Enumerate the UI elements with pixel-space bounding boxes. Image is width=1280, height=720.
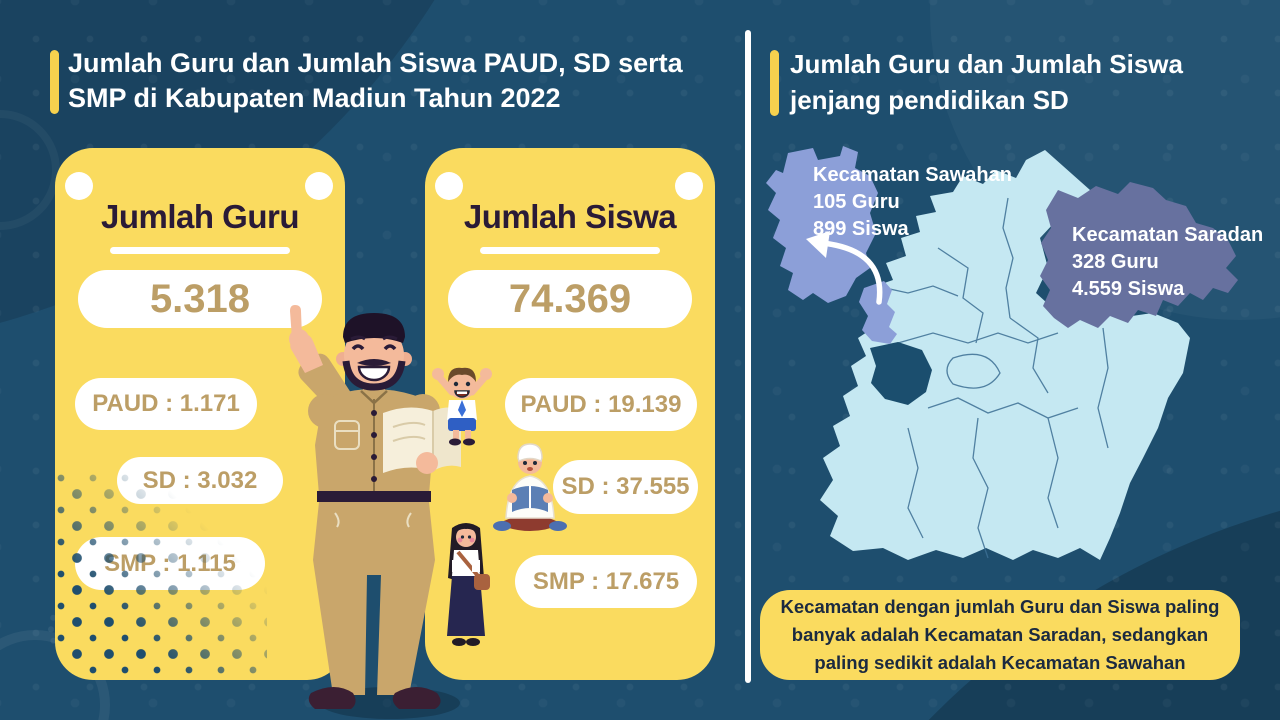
card-jumlah-guru: Jumlah Guru 5.318 PAUD : 1.171 SD : 3.03…	[55, 148, 345, 680]
paud-student-illustration	[432, 367, 492, 446]
sawahan-guru: 105 Guru	[813, 191, 900, 213]
right-section-title: Jumlah Guru dan Jumlah Siswa jenjang pen…	[790, 46, 1260, 118]
conclusion-note-box: Kecamatan dengan jumlah Guru dan Siswa p…	[760, 590, 1240, 680]
card-title-underline	[480, 247, 660, 254]
card-hole-decoration	[435, 172, 463, 200]
card-hole-decoration	[675, 172, 703, 200]
guru-total-value: 5.318	[78, 270, 322, 328]
sawahan-siswa: 899 Siswa	[813, 218, 909, 240]
left-section-title: Jumlah Guru dan Jumlah Siswa PAUD, SD se…	[68, 46, 728, 116]
left-title-line2: SMP di Kabupaten Madiun Tahun 2022	[68, 83, 561, 113]
left-title-accent-bar	[50, 50, 59, 114]
sawahan-callout: Kecamatan Sawahan 105 Guru 899 Siswa	[813, 162, 1012, 243]
sawahan-region	[859, 281, 897, 344]
card-guru-title: Jumlah Guru	[100, 198, 300, 235]
sd-student-illustration	[493, 443, 567, 531]
saradan-siswa: 4.559 Siswa	[1072, 278, 1185, 300]
siswa-sd-value: SD : 37.555	[553, 460, 698, 514]
siswa-smp-value: SMP : 17.675	[515, 555, 697, 608]
vertical-divider	[745, 30, 751, 683]
kecamatan-boundaries	[875, 197, 1109, 559]
madiun-kecamatan-map	[766, 146, 1238, 560]
saradan-name: Kecamatan Saradan	[1072, 224, 1264, 246]
map-mainland	[820, 150, 1190, 560]
smp-student-illustration	[447, 523, 490, 646]
right-title-line1: Jumlah Guru dan Jumlah Siswa	[790, 49, 1183, 79]
left-title-line1: Jumlah Guru dan Jumlah Siswa PAUD, SD se…	[68, 48, 683, 78]
sawahan-name: Kecamatan Sawahan	[813, 164, 1012, 186]
siswa-paud-value: PAUD : 19.139	[505, 378, 697, 431]
card-dot-pattern	[55, 468, 267, 680]
teacher-illustration	[289, 305, 461, 719]
curved-arrow-icon	[806, 231, 883, 305]
saradan-region	[1040, 182, 1238, 328]
right-title-accent-bar	[770, 50, 779, 116]
sawahan-inset	[766, 146, 878, 303]
saradan-guru: 328 Guru	[1072, 251, 1159, 273]
guru-paud-value: PAUD : 1.171	[75, 378, 257, 430]
right-title-line2: jenjang pendidikan SD	[790, 85, 1069, 115]
card-hole-decoration	[305, 172, 333, 200]
saradan-callout: Kecamatan Saradan 328 Guru 4.559 Siswa	[1072, 222, 1263, 303]
conclusion-note-text: Kecamatan dengan jumlah Guru dan Siswa p…	[780, 596, 1220, 673]
card-siswa-title: Jumlah Siswa	[463, 198, 677, 235]
siswa-total-value: 74.369	[448, 270, 692, 328]
card-hole-decoration	[65, 172, 93, 200]
map-city-enclave	[870, 342, 932, 405]
card-title-underline	[110, 247, 290, 254]
